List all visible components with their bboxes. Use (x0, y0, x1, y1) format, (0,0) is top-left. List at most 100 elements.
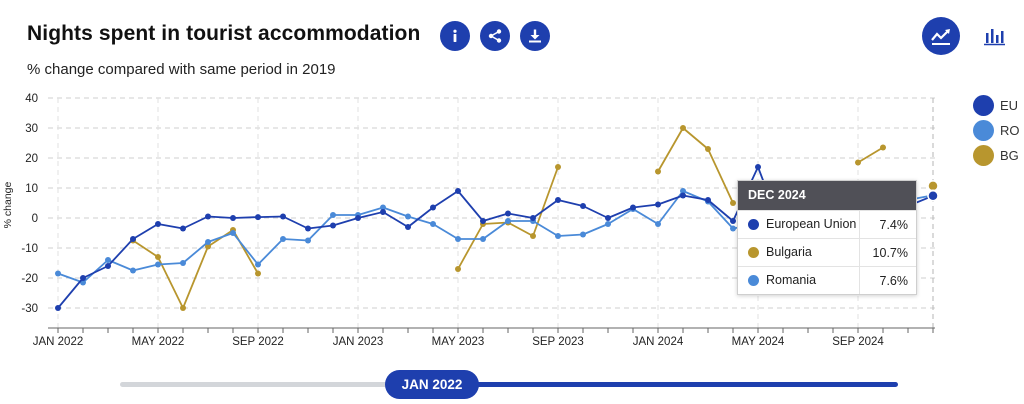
chart-subtitle: % change compared with same period in 20… (27, 61, 336, 78)
data-point-ro (505, 218, 511, 224)
tooltip-value-bg: 10.7% (872, 245, 908, 260)
data-point-eu (655, 201, 661, 208)
data-point-eu (280, 213, 286, 220)
data-point-ro (280, 236, 286, 242)
data-point-eu (430, 204, 436, 211)
legend-item-bg[interactable]: BG (973, 143, 1020, 168)
download-icon (529, 29, 541, 43)
data-point-eu (55, 305, 61, 311)
data-point-bg (255, 270, 261, 277)
y-tick-label: -10 (21, 243, 38, 255)
data-point-ro (455, 236, 461, 242)
data-point-eu (480, 218, 486, 224)
data-point-eu (405, 224, 411, 230)
x-tick-label: JAN 2022 (33, 336, 84, 348)
data-point-eu (130, 236, 136, 242)
y-tick-label: 40 (25, 93, 38, 105)
data-point-ro (430, 221, 436, 227)
data-point-bg (205, 243, 211, 250)
data-point-eu (705, 197, 711, 203)
bar-view-button[interactable] (975, 17, 1013, 55)
tooltip-value-ro: 7.6% (879, 273, 909, 288)
data-point-ro (405, 213, 411, 220)
data-point-ro (380, 204, 386, 211)
tooltip-dot-eu (748, 219, 759, 230)
data-point-ro (180, 260, 186, 266)
time-slider-track-active[interactable] (470, 382, 898, 387)
tooltip-date: DEC 2024 (738, 181, 916, 210)
time-slider-handle[interactable]: JAN 2022 (385, 370, 479, 399)
y-tick-label: 20 (25, 153, 38, 165)
series-line-bg (657, 127, 734, 204)
data-point-ro (655, 221, 661, 227)
data-point-ro (255, 261, 261, 268)
line-chart-icon (931, 29, 950, 45)
tooltip-value-eu: 7.4% (879, 217, 909, 232)
data-point-ro (105, 257, 111, 263)
y-tick-label: -20 (21, 273, 38, 285)
legend-label-eu: EU (1000, 98, 1019, 113)
data-point-eu (105, 263, 111, 269)
data-point-eu (205, 213, 211, 220)
data-point-bg (680, 125, 686, 131)
data-point-eu (155, 221, 161, 227)
data-point-eu (730, 218, 736, 224)
data-point-eu (180, 225, 186, 232)
legend-item-eu[interactable]: EU (973, 93, 1020, 118)
data-point-ro (330, 212, 336, 218)
legend: EU RO BG (973, 93, 1020, 168)
y-tick-label: 30 (25, 123, 38, 135)
share-icon (488, 29, 502, 43)
y-tick-label: 10 (25, 183, 38, 195)
line-view-button[interactable] (922, 17, 960, 55)
y-tick-label: -30 (21, 303, 38, 315)
x-tick-label: SEP 2024 (832, 336, 884, 348)
data-point-bg (730, 200, 736, 206)
y-tick-label: 0 (32, 213, 38, 225)
tooltip-row-bg: Bulgaria 10.7% (738, 238, 916, 266)
tooltip-name-bg: Bulgaria (766, 239, 860, 266)
x-tick-label: MAY 2023 (432, 336, 485, 348)
data-point-eu (230, 215, 236, 221)
data-point-eu (927, 190, 939, 202)
legend-item-ro[interactable]: RO (973, 118, 1020, 143)
data-point-bg (655, 168, 661, 175)
data-point-ro (130, 267, 136, 274)
data-point-eu (505, 210, 511, 217)
legend-swatch-ro (973, 120, 994, 141)
data-point-ro (580, 231, 586, 238)
tooltip-dot-ro (748, 275, 759, 286)
data-point-eu (80, 275, 86, 281)
data-point-bg (180, 305, 186, 311)
data-point-eu (380, 209, 386, 215)
tooltip: DEC 2024 European Union 7.4% Bulgaria 10… (737, 180, 917, 295)
data-point-ro (730, 225, 736, 232)
data-point-ro (555, 233, 561, 239)
info-button[interactable] (440, 21, 470, 51)
data-point-bg (530, 233, 536, 239)
data-point-eu (355, 215, 361, 221)
data-point-eu (605, 215, 611, 221)
data-point-eu (680, 192, 686, 199)
download-button[interactable] (520, 21, 550, 51)
data-point-ro (480, 236, 486, 242)
time-slider-track-inactive[interactable] (120, 382, 390, 387)
data-point-eu (330, 222, 336, 229)
tooltip-name-ro: Romania (766, 267, 860, 294)
x-tick-label: SEP 2023 (532, 336, 584, 348)
x-tick-label: JAN 2023 (333, 336, 384, 348)
data-point-eu (555, 197, 561, 203)
data-point-eu (530, 215, 536, 221)
share-button[interactable] (480, 21, 510, 51)
data-point-ro (680, 188, 686, 194)
data-point-eu (255, 214, 261, 221)
data-point-ro (605, 221, 611, 227)
x-tick-label: JAN 2024 (633, 336, 684, 348)
data-point-ro (205, 239, 211, 245)
data-point-eu (755, 164, 761, 170)
data-point-bg (880, 144, 886, 151)
data-point-bg (927, 180, 939, 192)
tooltip-dot-bg (748, 247, 759, 258)
data-point-eu (305, 225, 311, 232)
data-point-ro (305, 237, 311, 244)
